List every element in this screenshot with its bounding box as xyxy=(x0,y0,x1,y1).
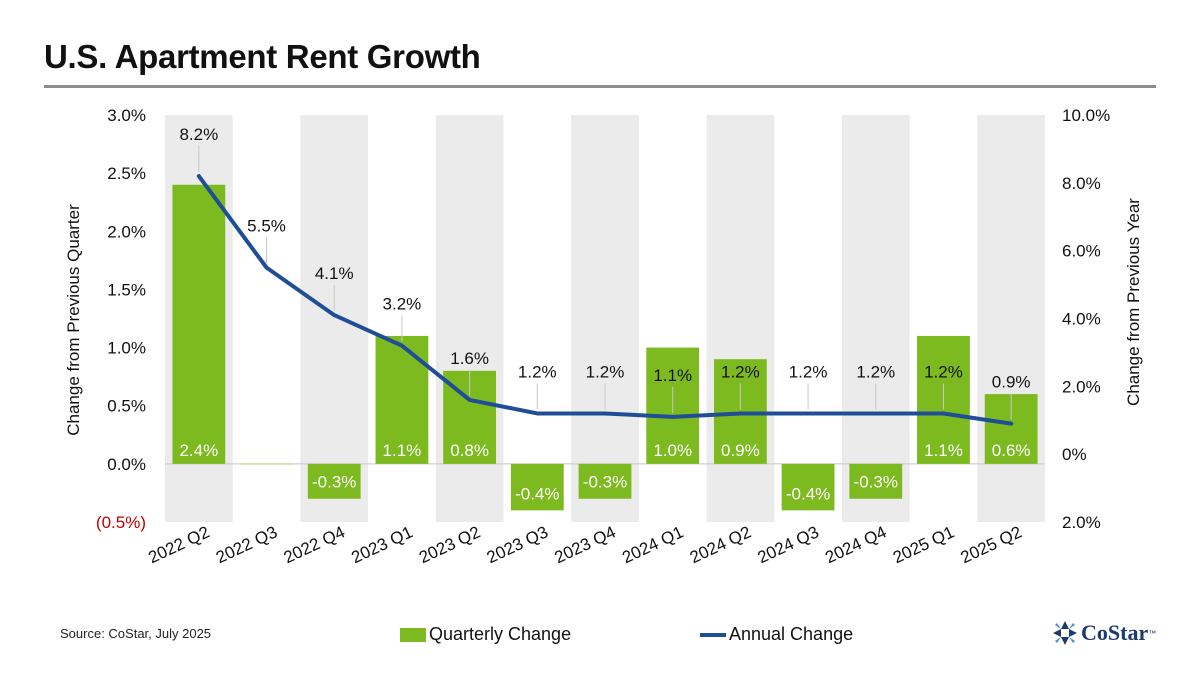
bar-data-label: 0.9% xyxy=(721,441,760,460)
y-left-axis-title: Change from Previous Quarter xyxy=(64,204,83,436)
source-note: Source: CoStar, July 2025 xyxy=(60,626,212,641)
line-data-label: 1.2% xyxy=(721,362,760,381)
y-right-tick-label: 4.0% xyxy=(1062,310,1101,329)
chart-title: U.S. Apartment Rent Growth xyxy=(44,38,481,75)
bar-data-label: 0.6% xyxy=(992,441,1031,460)
line-data-label: 1.6% xyxy=(450,349,489,368)
legend-bar-swatch xyxy=(400,627,426,642)
y-left-tick-label: 2.5% xyxy=(107,164,146,183)
x-tick-label: 2023 Q1 xyxy=(348,522,415,567)
x-tick-label: 2025 Q2 xyxy=(958,522,1025,567)
line-data-label: 5.5% xyxy=(247,217,286,236)
x-axis: 2022 Q2 2022 Q3 2022 Q4 2023 Q1 2023 Q2 2023 … xyxy=(145,522,1024,567)
x-tick-label: 2023 Q2 xyxy=(416,522,483,567)
x-tick-label: 2023 Q4 xyxy=(552,522,619,567)
bar-data-labels: 2.4% -0.3% 1.1% 0.8% -0.4% -0.3% 1.0% 0.9% -0.4%… xyxy=(179,441,1030,504)
bar xyxy=(240,462,293,465)
bar-data-label: 1.1% xyxy=(383,441,422,460)
bar xyxy=(172,184,226,464)
y-right-tick-label: 10.0% xyxy=(1062,106,1110,125)
bar-data-label: -0.3% xyxy=(312,473,356,492)
line-data-label: 1.2% xyxy=(518,362,557,381)
logo-trademark: ™ xyxy=(1148,628,1157,638)
y-left-axis: (0.5%) 0.0% 0.5% 1.0% 1.5% 2.0% 2.5% 3.0% xyxy=(96,106,146,532)
legend-annual-label: Annual Change xyxy=(729,624,854,644)
line-data-label: 3.2% xyxy=(383,295,422,314)
legend-line-swatch xyxy=(700,632,726,637)
y-left-tick-label: (0.5%) xyxy=(96,513,146,532)
x-tick-label: 2024 Q4 xyxy=(822,522,889,567)
bar-series xyxy=(172,184,1038,511)
line-data-label: 1.2% xyxy=(789,362,828,381)
x-tick-label: 2024 Q2 xyxy=(687,522,754,567)
y-left-tick-label: 1.0% xyxy=(107,339,146,358)
x-tick-label: 2025 Q1 xyxy=(890,522,957,567)
line-data-label: 1.1% xyxy=(653,366,692,385)
x-tick-label: 2024 Q3 xyxy=(755,522,822,567)
y-right-axis: 2.0% 0% 2.0% 4.0% 6.0% 8.0% 10.0% xyxy=(1062,106,1110,532)
bar-data-label: -0.4% xyxy=(786,484,830,503)
y-left-tick-label: 0.5% xyxy=(107,397,146,416)
legend-quarterly-label: Quarterly Change xyxy=(429,624,572,644)
bar-data-label: -0.3% xyxy=(854,473,898,492)
line-series xyxy=(196,174,1014,426)
y-right-tick-label: 2.0% xyxy=(1062,377,1101,396)
line-data-label: 0.9% xyxy=(992,373,1031,392)
y-left-tick-label: 0.0% xyxy=(107,455,146,474)
title-divider xyxy=(44,85,1156,88)
x-tick-label: 2022 Q3 xyxy=(213,522,280,567)
x-tick-label: 2023 Q3 xyxy=(484,522,551,567)
legend-quarterly: Quarterly Change xyxy=(400,624,571,645)
category-band xyxy=(841,115,910,522)
legend-annual: Annual Change xyxy=(700,624,853,645)
chart-plot: 2.4% -0.3% 1.1% 0.8% -0.4% -0.3% 1.0% 0.9% -0.4%… xyxy=(64,106,1143,567)
y-right-axis-title: Change from Previous Year xyxy=(1124,198,1143,406)
line-data-label: 4.1% xyxy=(315,264,354,283)
bar-data-label: -0.4% xyxy=(515,484,559,503)
y-right-tick-label: 2.0% xyxy=(1062,513,1101,532)
costar-logo: CoStar ™ xyxy=(1052,620,1156,646)
line-data-label: 8.2% xyxy=(179,125,218,144)
bar-data-label: -0.3% xyxy=(583,473,627,492)
costar-logo-icon xyxy=(1053,621,1077,645)
category-band xyxy=(571,115,639,522)
y-right-tick-label: 0% xyxy=(1062,445,1087,464)
category-bands xyxy=(165,115,1045,522)
x-tick-label: 2022 Q4 xyxy=(281,522,348,567)
y-right-tick-label: 8.0% xyxy=(1062,174,1101,193)
bar xyxy=(849,463,903,499)
y-left-tick-label: 1.5% xyxy=(107,280,146,299)
bar xyxy=(307,463,361,499)
line-data-label: 1.2% xyxy=(856,362,895,381)
x-tick-label: 2024 Q1 xyxy=(619,522,686,567)
bar-data-label: 2.4% xyxy=(179,441,218,460)
x-tick-label: 2022 Q2 xyxy=(145,522,212,567)
y-left-tick-label: 2.0% xyxy=(107,222,146,241)
costar-logo-text: CoStar xyxy=(1081,620,1149,645)
y-left-tick-label: 3.0% xyxy=(107,106,146,125)
bar-data-label: 1.0% xyxy=(653,441,692,460)
y-right-tick-label: 6.0% xyxy=(1062,242,1101,261)
bar-data-label: 1.1% xyxy=(924,441,963,460)
line-data-label: 1.2% xyxy=(924,362,963,381)
bar-data-label: 0.8% xyxy=(450,441,489,460)
line-data-labels: 8.2% 5.5% 4.1% 3.2% 1.6% 1.2% 1.2% 1.1% 1.2% 1.2%… xyxy=(179,125,1031,420)
bar xyxy=(510,463,564,511)
bar xyxy=(578,463,632,499)
category-band xyxy=(300,115,369,522)
bar xyxy=(781,463,835,511)
line-data-label: 1.2% xyxy=(586,362,625,381)
